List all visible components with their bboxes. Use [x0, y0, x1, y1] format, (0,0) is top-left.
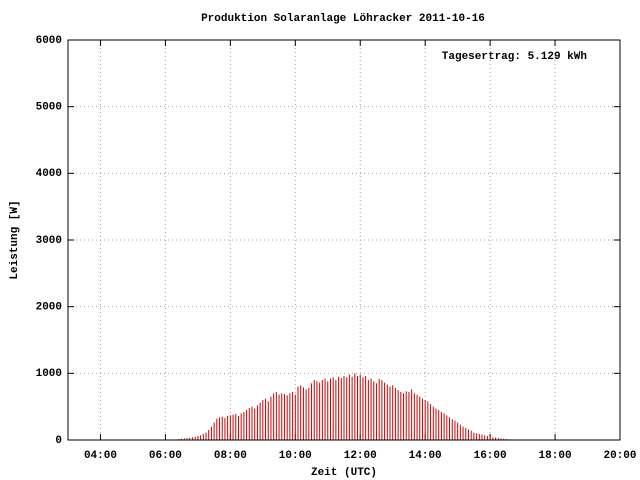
chart-title: Produktion Solaranlage Löhracker 2011-10…	[201, 13, 485, 25]
y-tick-label: 0	[55, 435, 62, 447]
y-tick-label: 6000	[36, 35, 62, 47]
y-tick-label: 5000	[36, 102, 62, 114]
x-tick-label: 14:00	[409, 450, 442, 462]
annotation: Tagesertrag: 5.129 kWh	[442, 51, 587, 63]
x-tick-label: 10:00	[279, 450, 312, 462]
x-tick-label: 04:00	[84, 450, 117, 462]
x-tick-label: 18:00	[539, 450, 572, 462]
plot-border	[67, 39, 621, 441]
x-tick-label: 16:00	[474, 450, 507, 462]
x-tick-label: 20:00	[603, 450, 636, 462]
x-axis-label: Zeit (UTC)	[311, 467, 377, 479]
x-tick-label: 12:00	[344, 450, 377, 462]
y-tick-label: 4000	[36, 168, 62, 180]
y-tick-label: 2000	[36, 302, 62, 314]
y-tick-label: 3000	[36, 235, 62, 247]
x-tick-label: 08:00	[214, 450, 247, 462]
x-tick-label: 06:00	[149, 450, 182, 462]
y-axis-label: Leistung [W]	[9, 200, 21, 279]
y-tick-label: 1000	[36, 368, 62, 380]
